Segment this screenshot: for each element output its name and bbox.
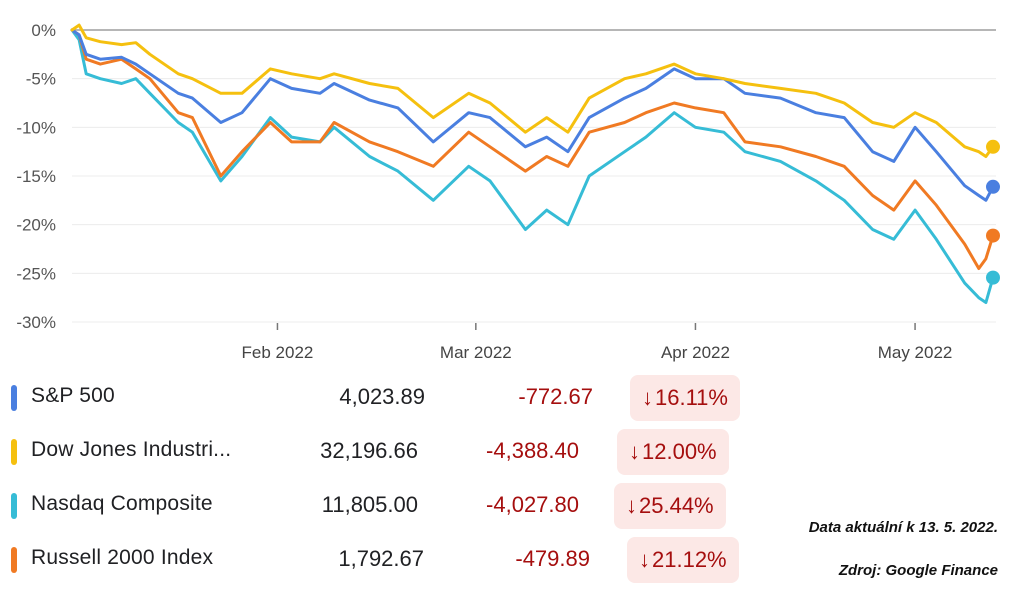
y-tick-label: -10% [16, 118, 56, 137]
line-chart: 0% -5% -10% -15% -20% -25% -30% Feb 2022 Mar 20… [16, 21, 1000, 362]
series-end-point [986, 179, 1000, 194]
series-percent-badge: ↓21.12% [627, 537, 739, 583]
series-end-point [986, 228, 1000, 243]
series-price: 1,792.67 [338, 546, 424, 571]
series-line-dow-jones-industrial-average [70, 23, 995, 158]
series-change: -772.67 [518, 384, 593, 409]
series-change: -4,388.40 [486, 438, 579, 463]
series-price: 4,023.89 [339, 384, 425, 409]
series-line-nasdaq-composite [70, 28, 995, 304]
series-change: -479.89 [515, 546, 590, 571]
grid-lines [72, 29, 996, 323]
y-tick-label: -25% [16, 264, 56, 283]
series-name: S&P 500 [31, 384, 115, 407]
series-color-swatch [11, 547, 17, 573]
series-color-swatch [11, 385, 17, 411]
data-date-note: Data aktuální k 13. 5. 2022. [808, 519, 998, 536]
arrow-down-icon: ↓ [642, 385, 653, 410]
series-change: -4,027.80 [486, 492, 579, 517]
y-tick-label: -5% [26, 70, 56, 89]
series-percent-badge: ↓25.44% [614, 483, 726, 529]
y-axis-ticks: 0% -5% -10% -15% -20% -25% -30% [16, 21, 56, 332]
series-percent-badge: ↓12.00% [617, 429, 729, 475]
series-percent-badge: ↓16.11% [630, 375, 740, 421]
source-note: Zdroj: Google Finance [838, 562, 998, 579]
series-color-swatch [11, 493, 17, 519]
series-line-s-p-500 [70, 28, 995, 202]
x-tick-label: Mar 2022 [440, 343, 512, 362]
x-tick-label: May 2022 [878, 343, 953, 362]
series-price: 32,196.66 [320, 438, 418, 463]
series-price: 11,805.00 [321, 492, 418, 517]
series-name: Nasdaq Composite [31, 492, 213, 515]
series-name: Russell 2000 Index [31, 546, 214, 569]
series-lines [70, 23, 1000, 304]
series-percent: 16.11% [655, 385, 728, 410]
y-tick-label: -15% [16, 167, 56, 186]
series-color-swatch [11, 439, 17, 465]
x-axis-ticks: Feb 2022 Mar 2022 Apr 2022 May 2022 [242, 323, 953, 362]
y-tick-label: -20% [16, 216, 56, 235]
x-tick-label: Apr 2022 [661, 343, 730, 362]
series-name: Dow Jones Industri... [31, 438, 232, 461]
y-tick-label: -30% [16, 313, 56, 332]
x-tick-label: Feb 2022 [242, 343, 314, 362]
series-percent: 21.12% [652, 547, 727, 572]
legend-row-russell[interactable]: Russell 2000 Index 1,792.67 -479.89 ↓21.… [0, 535, 760, 585]
series-end-point [986, 139, 1000, 154]
legend-row-sp500[interactable]: S&P 500 4,023.89 -772.67 ↓16.11% [0, 373, 760, 423]
series-end-point [986, 270, 1000, 285]
legend-row-dow-jones[interactable]: Dow Jones Industri... 32,196.66 -4,388.4… [0, 427, 760, 477]
legend-row-nasdaq[interactable]: Nasdaq Composite 11,805.00 -4,027.80 ↓25… [0, 481, 760, 531]
series-line-russell-2000-index [70, 28, 995, 270]
y-tick-label: 0% [31, 21, 56, 40]
arrow-down-icon: ↓ [626, 493, 637, 518]
arrow-down-icon: ↓ [639, 547, 650, 572]
series-percent: 12.00% [642, 439, 717, 464]
arrow-down-icon: ↓ [629, 439, 640, 464]
series-percent: 25.44% [639, 493, 714, 518]
